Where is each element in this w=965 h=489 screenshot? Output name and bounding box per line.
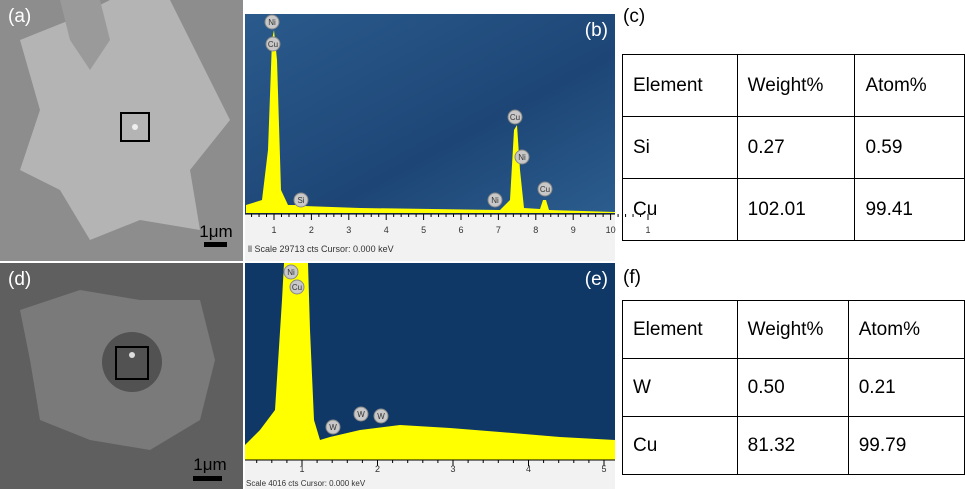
table: Element Weight% Atom% W 0.50 0.21 Cu 81.32 99.79 xyxy=(622,300,965,475)
cell: Si xyxy=(622,116,738,179)
tick-label: 5 xyxy=(601,464,606,474)
panel-label: (f) xyxy=(623,267,641,288)
peak-label: Cu xyxy=(540,185,550,194)
peak-label: Cu xyxy=(510,113,520,122)
spectrum xyxy=(245,263,615,460)
table-row: W 0.50 0.21 xyxy=(622,358,965,417)
scale-text: 1μm xyxy=(193,455,226,474)
tick-label: 10 xyxy=(606,225,616,235)
tick-label: 6 xyxy=(458,225,463,235)
panel-label: (d) xyxy=(8,269,31,290)
table-row: Element Weight% Atom% xyxy=(622,54,965,117)
sem-texture xyxy=(60,0,110,70)
footer: ll Scale 29713 cts Cursor: 0.000 keV xyxy=(248,244,394,254)
tick-label: 8 xyxy=(533,225,538,235)
table: Element Weight% Atom% Si 0.27 0.59 Cu 102.01 99.… xyxy=(622,54,965,241)
peak-label: W xyxy=(329,423,337,432)
peak-marker xyxy=(373,408,389,424)
spectrum xyxy=(246,30,615,213)
peak-marker xyxy=(507,109,523,125)
tick-label: 7 xyxy=(496,225,501,235)
peak-marker xyxy=(487,192,503,208)
peak-marker xyxy=(293,192,309,208)
header-cell: Atom% xyxy=(854,54,965,117)
tick-label: 4 xyxy=(384,225,389,235)
peak-label: Ni xyxy=(491,196,499,205)
scale-bar xyxy=(193,476,222,481)
peak-label: Ni xyxy=(518,153,526,162)
particle xyxy=(132,124,138,130)
particle xyxy=(129,352,135,358)
cell: Cu xyxy=(622,416,738,475)
selection-box xyxy=(120,112,150,142)
table-row: Cu 81.32 99.79 xyxy=(622,416,965,475)
cell: 81.32 xyxy=(736,416,849,475)
tick-label: 1 xyxy=(271,225,276,235)
scale-text: 1μm xyxy=(199,222,232,241)
header-cell: Atom% xyxy=(847,300,965,359)
peak-label: Ni xyxy=(268,18,276,27)
peak-label: Cu xyxy=(292,283,302,292)
peak-label: Ni xyxy=(287,268,295,277)
sem-region xyxy=(102,332,162,392)
table-row: Element Weight% Atom% xyxy=(622,300,965,359)
header-cell: Element xyxy=(622,300,738,359)
footer: Scale 4016 cts Cursor: 0.000 keV xyxy=(246,479,366,488)
sem-particle xyxy=(20,0,230,240)
peak-marker xyxy=(265,36,281,52)
spectrum-bg xyxy=(245,14,615,214)
peak-label: W xyxy=(357,410,365,419)
cell: 0.50 xyxy=(736,358,849,417)
table-row: Si 0.27 0.59 xyxy=(622,116,965,179)
panel-label: (e) xyxy=(585,269,608,290)
peak-marker xyxy=(353,406,369,422)
scale-bar xyxy=(204,242,227,247)
peak-marker xyxy=(537,181,553,197)
cell: 99.79 xyxy=(847,416,965,475)
peak-marker xyxy=(289,279,305,295)
tick-label: 9 xyxy=(571,225,576,235)
peak-label: W xyxy=(377,412,385,421)
peak-marker xyxy=(283,264,299,280)
header-cell: Element xyxy=(622,54,738,117)
peak-marker xyxy=(325,419,341,435)
cell: 102.01 xyxy=(736,178,856,241)
selection-box xyxy=(115,346,149,380)
peak-label: Si xyxy=(297,196,304,205)
cell: W xyxy=(622,358,738,417)
tick-label: 4 xyxy=(526,464,531,474)
panel-label: (a) xyxy=(8,6,31,27)
tick-label: 2 xyxy=(309,225,314,235)
tick-label: 3 xyxy=(450,464,455,474)
peak-label: Cu xyxy=(268,40,278,49)
cell: 0.21 xyxy=(847,358,965,417)
axis-strip xyxy=(245,214,615,261)
panel-label: (c) xyxy=(623,6,645,27)
axis-strip xyxy=(245,460,615,489)
tick-label: 5 xyxy=(421,225,426,235)
cell: 99.41 xyxy=(854,178,965,241)
header-cell: Weight% xyxy=(736,54,856,117)
header-cell: Weight% xyxy=(736,300,849,359)
cell: Cu xyxy=(622,178,738,241)
cell: 0.27 xyxy=(736,116,856,179)
table-row: Cu 102.01 99.41 xyxy=(622,178,965,241)
tick-label: 1 xyxy=(299,464,304,474)
panel-label: (b) xyxy=(585,20,608,41)
peak-marker xyxy=(514,149,530,165)
tick-label: 3 xyxy=(346,225,351,235)
peak-marker xyxy=(264,14,280,30)
tick-label: 2 xyxy=(375,464,380,474)
cell: 0.59 xyxy=(854,116,965,179)
